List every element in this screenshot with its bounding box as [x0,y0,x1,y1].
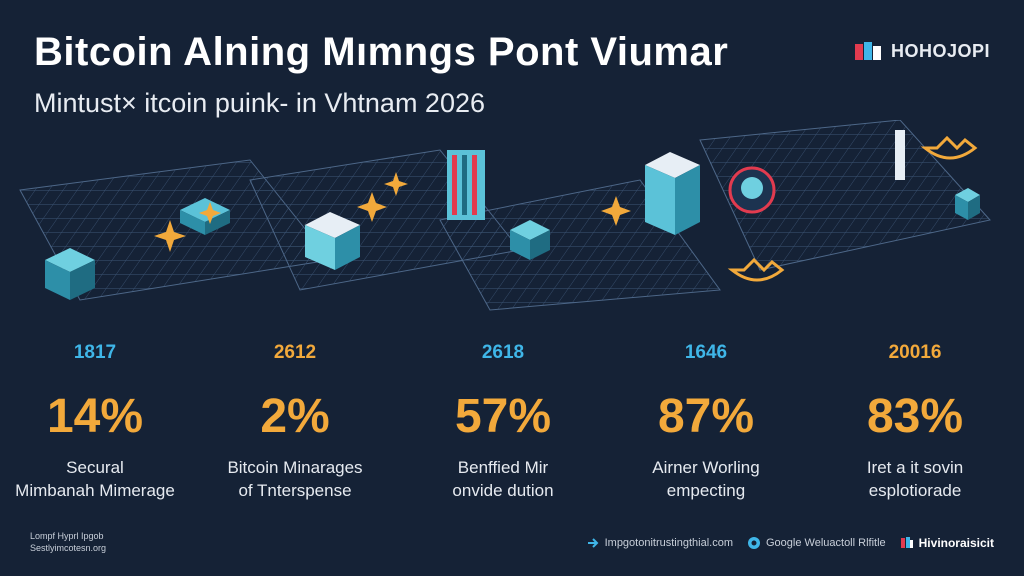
footer-link-1-text[interactable]: Impgotonitrustingthial.com [604,537,733,549]
mining-house [305,212,360,270]
server-box-center [510,220,550,260]
bitcoin-globe [728,166,776,214]
stat-label-line2: esplotiorade [868,481,962,500]
stat-label: Iret a it sovin esplotiorade [820,456,1010,502]
stat-label: Bitcoin Minarages of Tnterspense [200,456,390,502]
stat-year: 1646 [684,342,728,363]
stat-card-3: 2618 57% Benffied Mir onvide dution [408,342,598,502]
stat-card-4: 1646 87% Airner Worling empecting [611,342,801,502]
stat-card-1: 1817 14% Secural Mimbanah Mimerage [0,342,190,502]
stat-percent: 57% [454,390,552,443]
footer-credits: Lompf Hyprl Ipgob Sestlyimcotesn.org [30,530,106,554]
sparkle-1 [154,220,186,252]
footer-link-2-text[interactable]: Google Weluactoll Rlfitle [766,537,886,549]
stat-label-line1: Bitcoin Minarages [227,458,363,477]
page-subtitle: Mintust× itcoin puink- in Vhtnam 2026 [34,88,485,118]
server-tower-center [447,150,485,220]
stat-label-line1: Iret a it sovin [866,458,964,477]
stats-row: 1817 14% Secural Mimbanah Mimerage 2612 … [0,342,1024,512]
stat-label-line2: onvide dution [452,481,554,500]
sparkle-4 [601,196,631,226]
stat-year: 2618 [481,342,525,363]
sparkle-5 [199,202,221,224]
footer-link-1[interactable]: Impgotonitrustingthial.com [586,536,733,550]
link-arrow-icon [587,538,599,548]
gold-chart-ring-right [920,135,978,160]
globe-icon [748,537,760,549]
stat-card-2: 2612 2% Bitcoin Minarages of Tnterspense [200,342,390,502]
footer-brand: Hivinoraisicit [900,536,994,550]
stat-percent: 87% [657,390,755,443]
brand-name: HOHOJOPI [890,40,990,61]
isometric-mining-scene [19,120,991,311]
footer-link-2[interactable]: Google Weluactoll Rlfitle [747,536,886,550]
page-title: Bitcoin Alning Mımngs Pont Viumar [34,30,729,74]
server-tower-right [645,152,700,235]
server-box-left [45,248,95,300]
stat-card-5: 20016 83% Iret a it sovin esplotiorade [820,342,1010,502]
stat-percent: 83% [866,390,964,443]
footer-brand-text: Hivinoraisicit [918,536,994,550]
brand-mark-icon [900,537,913,548]
grid-platform-right [699,120,991,271]
pillar-right [895,130,905,180]
stat-label-line1: Airner Worling [652,458,760,477]
stat-year: 2612 [273,342,317,363]
footer-credit-line2[interactable]: Sestlyimcotesn.org [30,543,107,553]
stat-label: Airner Worling empecting [611,456,801,502]
sparkle-2 [357,192,387,222]
stat-percent: 14% [46,390,144,443]
server-box-far-right [955,188,980,220]
stat-label-line1: Secural [66,458,124,477]
stat-label-line2: Mimbanah Mimerage [15,481,175,500]
footer-credit-line1: Lompf Hyprl Ipgob [30,531,104,541]
stat-year: 20016 [888,342,942,363]
footer-links: Impgotonitrustingthial.com Google Weluac… [586,536,994,550]
stat-label: Benffied Mir onvide dution [408,456,598,502]
server-box-2 [180,198,230,235]
gold-chart-ring-center [727,257,785,282]
stat-label-line2: of Tnterspense [238,481,352,500]
stat-percent: 2% [260,390,330,443]
stat-label-line1: Benffied Mir [457,458,549,477]
brand-logo-group: HOHOJOPI [853,40,990,62]
stat-label: Secural Mimbanah Mimerage [0,456,190,502]
brand-logo-icon [854,42,881,60]
stat-label-line2: empecting [666,481,746,500]
sparkle-3 [384,172,408,196]
stat-year: 1817 [73,342,117,363]
